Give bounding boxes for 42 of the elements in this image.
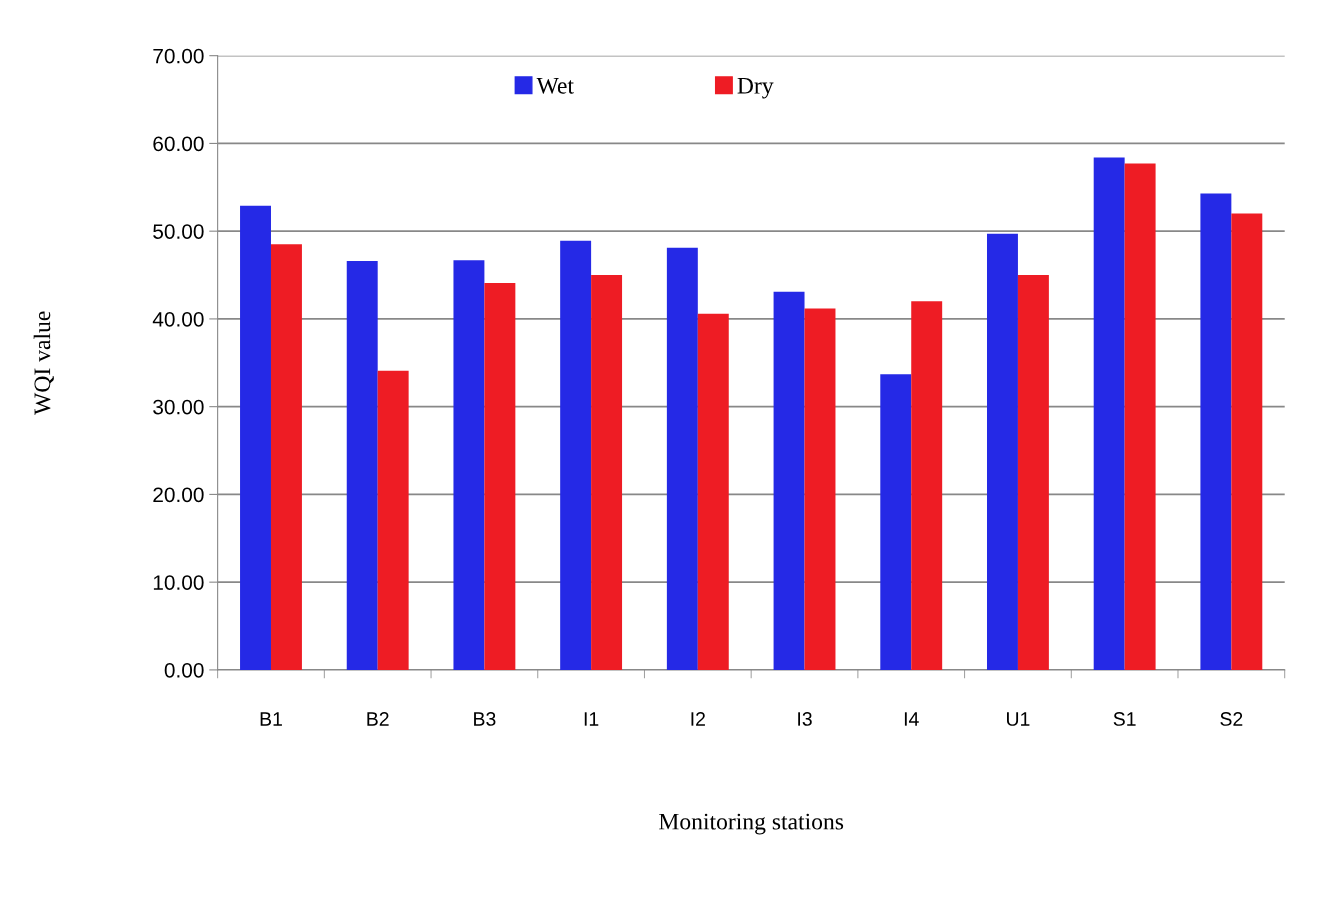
y-tick-label: 70.00 bbox=[153, 48, 204, 64]
bar bbox=[346, 261, 378, 670]
legend-label: Dry bbox=[737, 77, 774, 99]
bar bbox=[986, 233, 1018, 670]
y-tick-label: 20.00 bbox=[153, 487, 204, 503]
y-tick-label: 0.00 bbox=[164, 662, 204, 678]
x-tick-label: I1 bbox=[584, 712, 599, 726]
y-axis-title: WQI value bbox=[33, 311, 54, 415]
bar bbox=[591, 275, 623, 670]
bar bbox=[377, 370, 409, 670]
x-tick-label: I3 bbox=[798, 712, 812, 726]
x-tick-label: I4 bbox=[904, 712, 919, 726]
y-tick-label: 60.00 bbox=[153, 136, 204, 152]
y-tick-label: 50.00 bbox=[153, 224, 204, 239]
legend-label: Wet bbox=[536, 77, 574, 94]
x-axis-title: Monitoring stations bbox=[659, 813, 844, 835]
bar bbox=[240, 205, 271, 670]
bar bbox=[773, 291, 805, 670]
y-tick-label: 10.00 bbox=[153, 575, 204, 590]
bar bbox=[880, 374, 912, 670]
x-tick-label: S1 bbox=[1113, 712, 1136, 726]
x-tick-label: U1 bbox=[1007, 712, 1030, 726]
bar bbox=[1231, 213, 1263, 670]
x-tick-label: S2 bbox=[1220, 712, 1243, 726]
bar bbox=[1200, 193, 1232, 670]
bar bbox=[270, 244, 302, 670]
y-tick-label: 40.00 bbox=[152, 311, 204, 327]
bar bbox=[453, 260, 485, 670]
x-tick-label: B3 bbox=[474, 712, 496, 726]
bar bbox=[697, 313, 729, 670]
bar bbox=[1124, 163, 1156, 670]
bar bbox=[1017, 275, 1049, 670]
bar bbox=[666, 247, 698, 670]
y-tick-label: 30.00 bbox=[153, 399, 204, 415]
x-tick-label: I2 bbox=[691, 712, 705, 726]
bar bbox=[484, 282, 516, 670]
bar bbox=[1093, 157, 1125, 670]
bar bbox=[560, 240, 592, 670]
x-tick-label: B1 bbox=[260, 712, 282, 726]
bar bbox=[804, 308, 836, 670]
x-tick-label: B2 bbox=[367, 712, 389, 726]
bar bbox=[911, 301, 943, 670]
